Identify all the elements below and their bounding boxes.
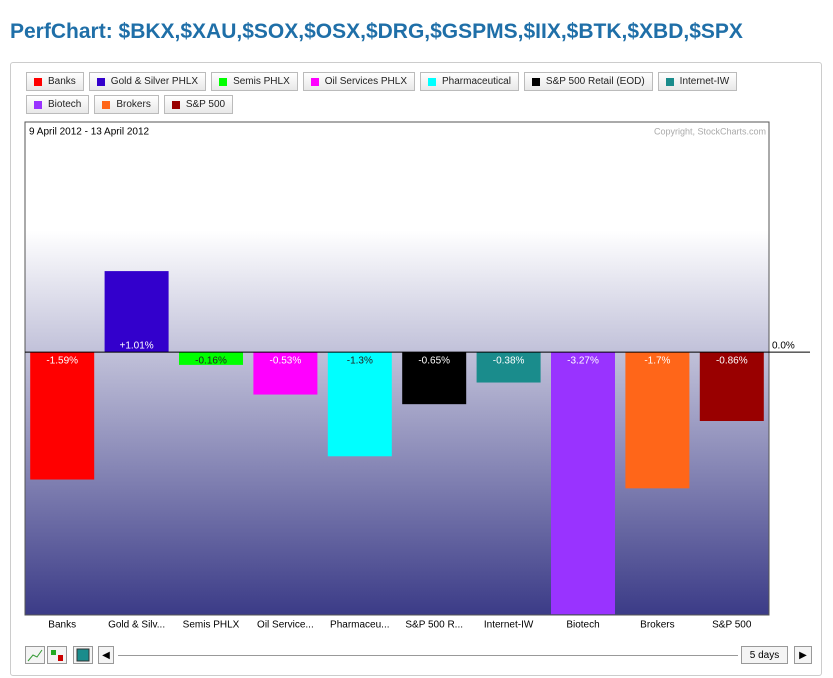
legend-label: S&P 500 xyxy=(185,99,226,110)
legend-item[interactable]: Biotech xyxy=(26,95,90,114)
date-range: 9 April 2012 - 13 April 2012 xyxy=(29,127,150,138)
legend-label: Semis PHLX xyxy=(233,76,290,87)
x-tick-label: Banks xyxy=(48,620,76,631)
x-tick-label: S&P 500 R... xyxy=(405,620,463,631)
bar-view-button[interactable] xyxy=(47,646,67,664)
legend-label: Internet-IW xyxy=(679,76,730,87)
bar xyxy=(30,352,95,480)
copyright: Copyright, StockCharts.com xyxy=(654,126,766,136)
value-label: -0.16% xyxy=(195,356,227,367)
y-tick-label: 0.0% xyxy=(772,341,795,352)
x-tick-label: Biotech xyxy=(566,620,599,631)
chart-panel xyxy=(10,62,822,676)
bar xyxy=(625,352,690,489)
line-view-button[interactable] xyxy=(25,646,45,664)
bar xyxy=(476,352,541,383)
scroll-right[interactable]: ▶ xyxy=(794,646,812,664)
legend-label: Gold & Silver PHLX xyxy=(110,76,199,87)
legend-swatch xyxy=(219,77,228,86)
legend-item[interactable]: Pharmaceutical xyxy=(420,72,519,91)
legend-item[interactable]: Gold & Silver PHLX xyxy=(88,72,207,91)
legend-label: Pharmaceutical xyxy=(442,76,511,87)
page-title: PerfChart: $BKX,$XAU,$SOX,$OSX,$DRG,$GSP… xyxy=(10,20,743,43)
bar xyxy=(327,352,392,457)
legend-item[interactable]: Internet-IW xyxy=(657,72,738,91)
legend-item[interactable]: Brokers xyxy=(94,95,159,114)
legend-label: Brokers xyxy=(116,99,151,110)
x-tick-label: Oil Service... xyxy=(257,620,314,631)
x-tick-label: S&P 500 xyxy=(712,620,752,631)
x-tick-label: Pharmaceu... xyxy=(330,620,389,631)
scroll-track[interactable] xyxy=(118,655,738,656)
legend-label: Biotech xyxy=(48,99,82,110)
legend-label: Oil Services PHLX xyxy=(324,76,407,87)
x-tick-label: Gold & Silv... xyxy=(108,620,165,631)
value-label: -1.7% xyxy=(644,356,670,367)
value-label: -0.86% xyxy=(716,356,748,367)
x-tick-label: Internet-IW xyxy=(484,620,534,631)
legend-item[interactable]: S&P 500 Retail (EOD) xyxy=(523,72,653,91)
x-tick-label: Semis PHLX xyxy=(183,620,240,631)
legend-item[interactable]: S&P 500 xyxy=(163,95,234,114)
value-label: -1.59% xyxy=(46,356,78,367)
value-label: -0.65% xyxy=(418,356,450,367)
x-tick-label: Brokers xyxy=(640,620,674,631)
value-label: +1.01% xyxy=(119,341,153,352)
bar xyxy=(402,352,467,405)
legend-item[interactable]: Banks xyxy=(26,72,84,91)
color-button[interactable] xyxy=(73,646,93,664)
value-label: -1.3% xyxy=(347,356,373,367)
legend-swatch xyxy=(665,77,674,86)
legend-swatch xyxy=(34,100,42,109)
bar xyxy=(253,352,318,395)
legend-swatch xyxy=(96,77,105,86)
legend-label: S&P 500 Retail (EOD) xyxy=(545,76,645,87)
legend-swatch xyxy=(428,77,436,86)
scroll-left[interactable]: ◀ xyxy=(98,646,114,664)
legend-label: Banks xyxy=(48,76,76,87)
value-label: -0.38% xyxy=(493,356,525,367)
legend-swatch xyxy=(310,77,319,86)
bar xyxy=(104,271,169,353)
legend-swatch xyxy=(34,77,42,86)
bar xyxy=(699,352,764,422)
legend-item[interactable]: Semis PHLX xyxy=(211,72,298,91)
legend-swatch xyxy=(171,100,180,109)
legend-swatch xyxy=(531,77,540,86)
value-label: -0.53% xyxy=(270,356,302,367)
value-label: -3.27% xyxy=(567,356,599,367)
period-button[interactable]: 5 days xyxy=(741,646,788,664)
bar xyxy=(551,352,615,615)
legend-item[interactable]: Oil Services PHLX xyxy=(302,72,415,91)
legend: Banks Gold & Silver PHLX Semis PHLX Oil Ser… xyxy=(26,72,796,114)
legend-swatch xyxy=(102,100,111,109)
bar xyxy=(179,352,243,365)
